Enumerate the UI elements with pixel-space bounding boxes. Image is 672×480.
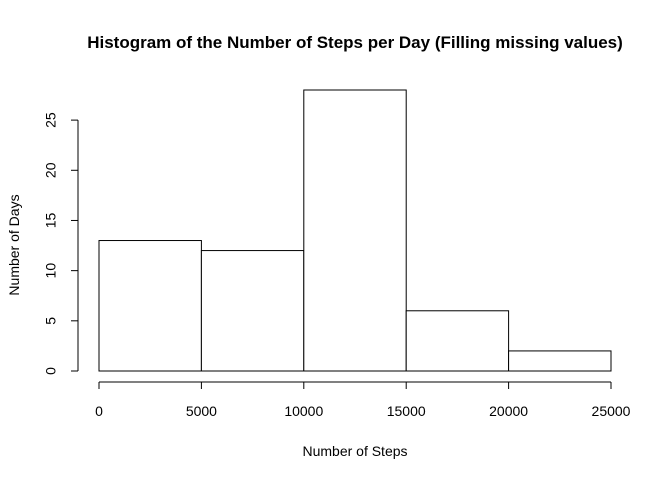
histogram-bar-2 (303, 89, 407, 372)
histogram-bar-0 (98, 240, 202, 372)
x-tick-label: 5000 (186, 403, 217, 419)
y-tick-label: 0 (43, 367, 59, 375)
x-tick-label: 15000 (387, 403, 426, 419)
x-tick-label: 10000 (284, 403, 323, 419)
chart-title: Histogram of the Number of Steps per Day… (87, 33, 623, 52)
y-axis: 0 5 10 15 20 25 (43, 112, 79, 375)
y-tick-label: 15 (43, 212, 59, 228)
y-axis-label: Number of Days (6, 194, 22, 295)
y-tick-label: 20 (43, 162, 59, 178)
x-axis-label: Number of Steps (302, 443, 407, 459)
y-tick-label: 10 (43, 263, 59, 279)
x-tick-label: 25000 (592, 403, 631, 419)
y-tick-label: 5 (43, 317, 59, 325)
histogram-bar-4 (508, 350, 612, 372)
bars-group (98, 89, 612, 372)
histogram-bar-1 (200, 250, 305, 372)
histogram-bar-3 (405, 310, 510, 372)
x-tick-label: 0 (95, 403, 103, 419)
x-tick-label: 20000 (489, 403, 528, 419)
y-tick-label: 25 (43, 112, 59, 128)
x-axis: 0 5000 10000 15000 20000 25000 (95, 381, 631, 419)
